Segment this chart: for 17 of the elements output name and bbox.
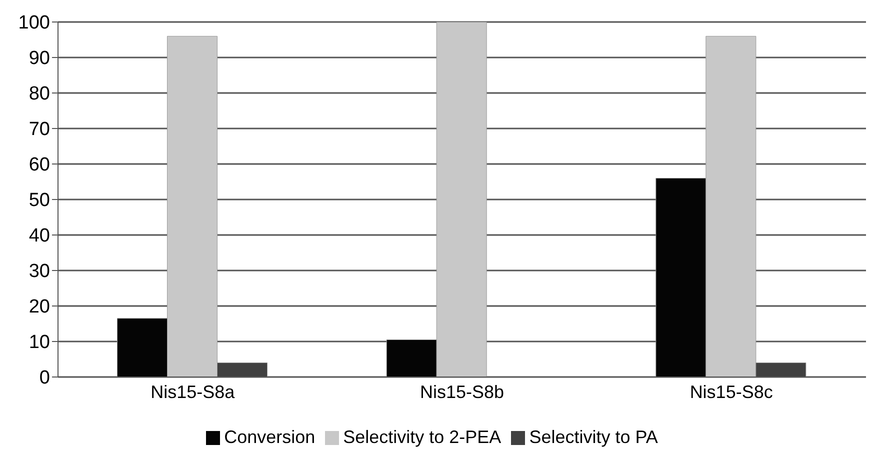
y-tick-label: 90: [28, 48, 50, 70]
y-tick-label: 30: [28, 261, 50, 282]
y-tick-label: 100: [18, 12, 50, 34]
legend-label: Selectivity to 2-PEA: [343, 427, 502, 447]
legend-label: Selectivity to PA: [529, 427, 658, 447]
y-tick-label: 60: [28, 154, 50, 176]
y-tick-label: 20: [28, 296, 50, 318]
x-tick-label: Nis15-S8a: [150, 382, 236, 402]
y-tick-label: 80: [28, 84, 50, 105]
y-tick-label: 0: [39, 368, 50, 389]
y-tick-label: 10: [28, 332, 50, 354]
legend-label: Conversion: [224, 427, 316, 447]
y-tick-label: 50: [28, 190, 50, 212]
y-tick-label: 70: [28, 119, 50, 140]
y-tick-label: 40: [28, 226, 50, 247]
x-tick-label: Nis15-S8c: [690, 382, 773, 402]
x-tick-label: Nis15-S8b: [420, 382, 504, 402]
